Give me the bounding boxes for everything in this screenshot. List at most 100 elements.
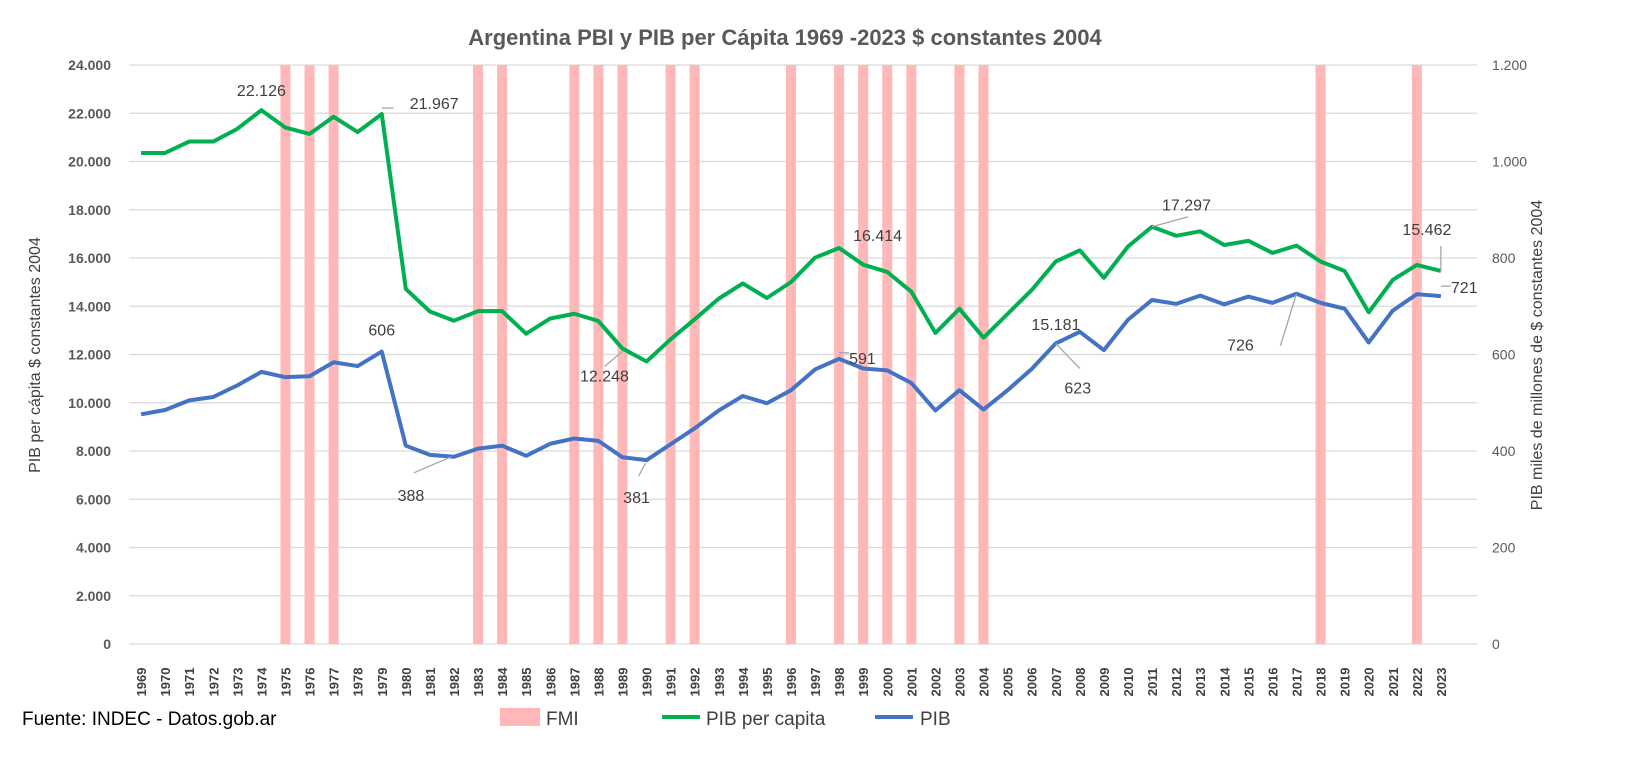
fmi-bar-2003 — [954, 65, 965, 644]
left-tick-label: 14.000 — [68, 298, 111, 314]
x-tick-label: 1989 — [615, 668, 630, 697]
fmi-bar-1976 — [304, 65, 315, 644]
left-tick-label: 18.000 — [68, 202, 111, 218]
right-tick-label: 1.200 — [1492, 57, 1527, 73]
x-tick-label: 1992 — [688, 668, 703, 697]
data-label-2023: 721 — [1451, 280, 1478, 297]
x-tick-label: 2016 — [1265, 668, 1280, 697]
x-tick-label: 1977 — [327, 668, 342, 697]
fmi-bar-1991 — [665, 65, 676, 644]
data-label-2009: 15.181 — [1031, 317, 1080, 334]
x-tick-label: 1986 — [543, 668, 558, 697]
x-tick-label: 1990 — [640, 668, 655, 697]
x-tick-label: 1978 — [351, 668, 366, 697]
x-tick-label: 2012 — [1169, 668, 1184, 697]
fmi-bar-1983 — [473, 65, 484, 644]
x-tick-label: 1973 — [230, 668, 245, 697]
x-tick-label: 2019 — [1338, 668, 1353, 697]
x-tick-label: 1970 — [158, 668, 173, 697]
left-tick-label: 22.000 — [68, 105, 111, 121]
x-tick-label: 1980 — [399, 668, 414, 697]
data-label-1990: 381 — [623, 490, 650, 507]
x-tick-label: 2023 — [1434, 668, 1449, 697]
series-lines — [140, 108, 1442, 463]
left-tick-label: 10.000 — [68, 395, 111, 411]
data-label-1998: 16.414 — [853, 228, 902, 245]
left-tick-label: 16.000 — [68, 250, 111, 266]
fmi-bar-1989 — [617, 65, 628, 644]
x-tick-label: 2006 — [1025, 668, 1040, 697]
fmi-bars — [280, 65, 1422, 644]
x-tick-label: 1969 — [134, 668, 149, 697]
x-tick-label: 2003 — [952, 668, 967, 697]
fmi-bar-1987 — [569, 65, 580, 644]
fmi-bar-2022 — [1411, 65, 1422, 644]
x-tick-label: 1984 — [495, 667, 510, 697]
fmi-bar-1977 — [328, 65, 339, 644]
right-tick-label: 1.000 — [1492, 154, 1527, 170]
x-tick-label: 2004 — [977, 667, 992, 697]
x-tick-label: 2014 — [1217, 667, 1232, 697]
x-tick-label: 1976 — [303, 668, 318, 697]
fmi-bar-2000 — [882, 65, 893, 644]
label-leader-line — [1279, 293, 1298, 346]
x-tick-label: 2013 — [1193, 668, 1208, 697]
fmi-bar-2018 — [1315, 65, 1326, 644]
x-tick-label: 1985 — [519, 668, 534, 697]
x-tick-label: 1975 — [278, 668, 293, 697]
x-tick-label: 1983 — [471, 668, 486, 697]
x-tick-label: 1998 — [832, 668, 847, 697]
data-labels: 22.126 21.967 12.248 16.414 15.181 17.297 15.4… — [237, 83, 1478, 507]
x-tick-label: 1982 — [447, 668, 462, 697]
x-tick-label: 2011 — [1145, 668, 1160, 696]
gridlines — [129, 64, 1477, 645]
left-axis-title: PIB per cápita $ constantes 2004 — [27, 237, 44, 473]
x-tick-label: 1987 — [567, 668, 582, 697]
x-tick-label: 1981 — [423, 668, 438, 697]
x-tick-label: 2009 — [1097, 668, 1112, 697]
x-tick-label: 2002 — [928, 668, 943, 697]
label-leader-line — [604, 351, 623, 368]
data-label-1979: 606 — [368, 323, 395, 340]
label-leader-line — [1151, 216, 1189, 228]
data-label-1982: 388 — [398, 488, 425, 505]
x-tick-label: 1993 — [712, 668, 727, 697]
fmi-bar-1999 — [858, 65, 869, 644]
source-note: Fuente: INDEC - Datos.gob.ar — [22, 709, 277, 730]
x-tick-label: 1999 — [856, 668, 871, 697]
fmi-bar-1998 — [834, 65, 845, 644]
data-label-2017: 726 — [1227, 338, 1254, 355]
left-tick-label: 12.000 — [68, 347, 111, 363]
fmi-bar-1992 — [689, 65, 700, 644]
right-tick-label: 600 — [1492, 347, 1516, 363]
right-tick-label: 800 — [1492, 250, 1516, 266]
left-tick-label: 8.000 — [76, 443, 111, 459]
fmi-bar-2001 — [906, 65, 917, 644]
legend-label-pib: PIB — [920, 709, 951, 730]
data-label-2023: 15.462 — [1402, 222, 1451, 239]
label-leader-line — [413, 456, 452, 474]
fmi-bar-2004 — [978, 65, 989, 644]
right-tick-label: 400 — [1492, 443, 1516, 459]
data-label-1979: 21.967 — [410, 96, 459, 113]
data-label-2011: 17.297 — [1162, 198, 1211, 215]
chart-title: Argentina PBI y PIB per Cápita 1969 -202… — [468, 25, 1102, 50]
right-tick-label: 0 — [1492, 636, 1500, 652]
x-tick-label: 2018 — [1314, 668, 1329, 697]
legend-label-pib-per-capita: PIB per capita — [706, 709, 826, 730]
x-tick-label: 2015 — [1241, 668, 1256, 697]
fmi-bar-1984 — [497, 65, 508, 644]
x-tick-label: 1997 — [808, 668, 823, 697]
left-tick-label: 20.000 — [68, 154, 111, 170]
x-tick-label: 1979 — [375, 668, 390, 697]
x-tick-label: 2021 — [1386, 668, 1401, 697]
x-tick-label: 2022 — [1410, 668, 1425, 697]
x-tick-label: 1971 — [182, 668, 197, 697]
x-tick-label: 1996 — [784, 668, 799, 697]
right-axis-title: PIB miles de millones de $ constantes 20… — [1529, 200, 1546, 511]
fmi-bar-1988 — [593, 65, 604, 644]
label-leader-line — [1055, 342, 1081, 369]
label-leader-line — [637, 462, 647, 477]
pib-per-capita-line — [141, 108, 1442, 364]
